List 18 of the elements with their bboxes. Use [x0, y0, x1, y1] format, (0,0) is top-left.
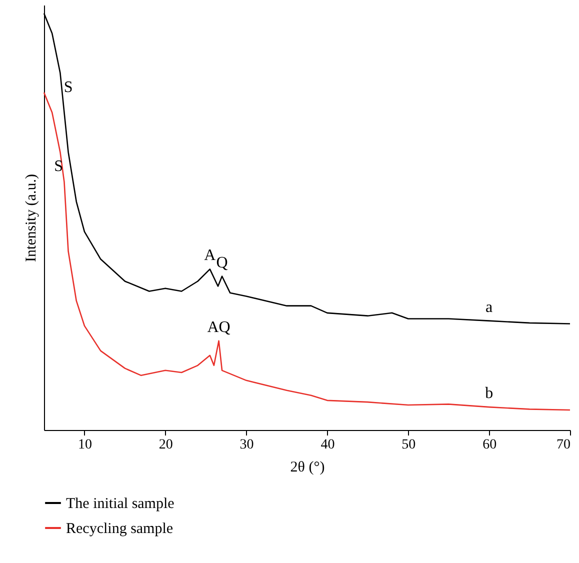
x-tick-label: 10	[78, 438, 92, 452]
y-axis-title: Intensity (a.u.)	[24, 174, 40, 262]
annotation: A	[204, 247, 216, 264]
annotation: Q	[216, 254, 228, 272]
x-tick-label: 20	[158, 438, 173, 452]
x-tick-label: 70	[556, 438, 570, 452]
legend-label: Recycling sample	[66, 521, 174, 537]
annotation: AQ	[207, 318, 231, 336]
x-tick-label: 30	[240, 438, 254, 452]
x-axis-title: 2θ (°)	[290, 460, 325, 476]
annotation: a	[486, 298, 493, 316]
annotation: S	[64, 78, 73, 96]
x-tick-label: 60	[482, 438, 497, 452]
legend-label: The initial sample	[66, 496, 175, 512]
x-tick-label: 50	[402, 438, 416, 452]
annotation: S	[54, 158, 64, 175]
x-tick-label: 40	[320, 438, 335, 452]
annotation: b	[485, 385, 494, 402]
